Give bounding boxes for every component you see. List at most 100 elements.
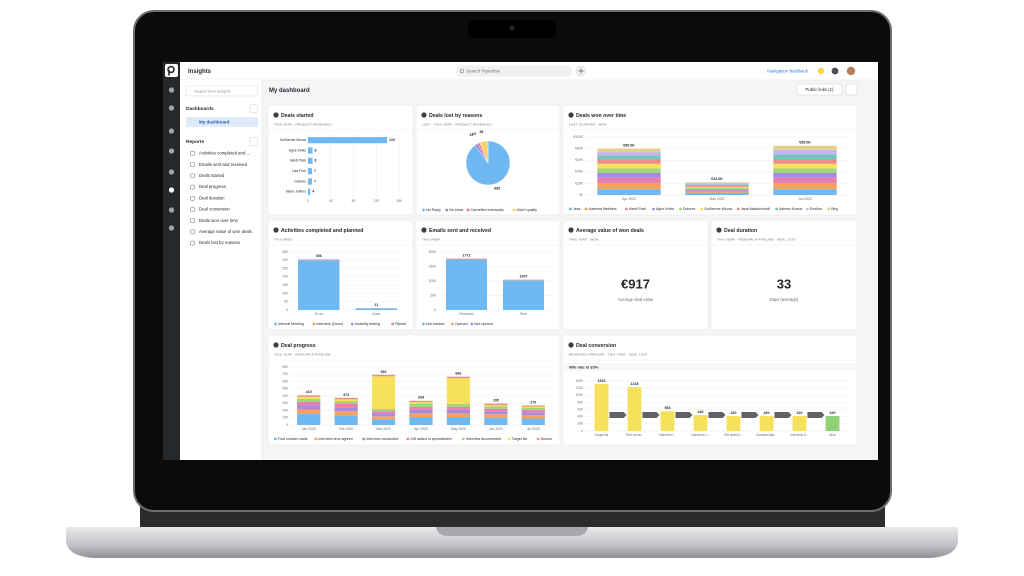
dashboards-heading[interactable]: Dashboards — [186, 106, 214, 112]
total-label: €80.0K — [623, 144, 635, 148]
avatar[interactable] — [846, 66, 856, 76]
bar-segment — [521, 415, 545, 419]
legend-label[interactable]: Evelina — [810, 207, 822, 211]
widget-title[interactable]: Deal duration — [724, 228, 757, 234]
legend-label[interactable]: Agne Kinks — [656, 207, 674, 211]
legend-label[interactable]: No show — [449, 208, 463, 212]
total-label: €22.0K — [711, 177, 723, 181]
kpi-value: 33 — [777, 276, 791, 291]
widget-title[interactable]: Deal conversion — [576, 343, 616, 349]
widget-icon — [568, 342, 574, 348]
more-button[interactable] — [845, 83, 858, 96]
data-label: 13 — [472, 132, 476, 136]
y-tick-label: 400 — [282, 394, 288, 398]
bar-segment — [409, 402, 433, 404]
bar-segment — [484, 414, 508, 418]
y-category-label: Hardi Park — [290, 159, 306, 163]
legend-label[interactable]: Interview documented — [466, 437, 501, 441]
widget-title[interactable]: Deals started — [281, 113, 314, 119]
legend-swatch — [536, 437, 540, 441]
legend-label[interactable]: Dolores — [683, 207, 696, 211]
legend-label[interactable]: Jana Maldschmidt — [741, 207, 770, 211]
widget-title[interactable]: Activities completed and planned — [281, 228, 363, 234]
nav-icon[interactable] — [168, 148, 175, 154]
report-link[interactable]: Activities completed and ... — [199, 151, 250, 156]
nav-icon[interactable] — [168, 87, 175, 93]
legend-label[interactable]: Gift added to spreadsheet — [410, 437, 451, 441]
legend-swatch — [466, 208, 470, 212]
widget-card — [710, 219, 858, 331]
legend-label[interactable]: Interview time agreed — [318, 437, 352, 441]
y-tick-label: 50 — [284, 300, 288, 304]
reports-heading[interactable]: Reports — [186, 139, 204, 145]
report-link[interactable]: Average value of won deals — [199, 229, 252, 234]
nav-icon[interactable] — [168, 105, 175, 111]
widget-filters: THIS WEEK — [422, 237, 442, 241]
navigation-feedback-link[interactable]: Navigation feedback — [767, 69, 809, 74]
x-tick-label: First conta... — [626, 433, 644, 437]
legend-label[interactable]: Usability testing — [355, 322, 380, 326]
nav-icon[interactable] — [168, 187, 175, 193]
legend-label[interactable]: Docum — [541, 437, 552, 441]
global-search[interactable] — [456, 65, 572, 77]
x-tick-label: Received — [459, 312, 473, 316]
report-link[interactable]: Deals started — [199, 173, 225, 178]
y-tick-label: 200 — [282, 408, 288, 412]
y-tick-label: 1500 — [429, 264, 437, 268]
legend-label[interactable]: Interview conducted — [366, 437, 398, 441]
nav-icon[interactable] — [168, 128, 175, 134]
sidebar-search[interactable] — [185, 85, 259, 97]
legend-label[interactable]: Hardi Park — [629, 207, 646, 211]
my-dashboard-link[interactable]: My dashboard — [199, 120, 230, 125]
legend-label[interactable]: Katerina Merikina — [589, 207, 617, 211]
add-dashboard-button[interactable] — [249, 104, 259, 113]
legend-label[interactable]: Target list — [512, 437, 527, 441]
legend-label[interactable]: Birg — [831, 207, 837, 211]
widget-title[interactable]: Deals lost by reasons — [429, 113, 482, 119]
legend-label[interactable]: Cancelled eventually — [471, 208, 504, 212]
report-icon — [190, 240, 195, 246]
legend-label[interactable]: Didn't qualify — [517, 208, 538, 212]
legend-label[interactable]: Interview (Zoom) — [316, 322, 343, 326]
legend-label[interactable]: Guilherme Moura — [704, 207, 732, 211]
y-tick-label: 300 — [282, 258, 288, 262]
selected-dashboard-row[interactable] — [186, 117, 258, 127]
public-links-button[interactable] — [796, 83, 843, 96]
legend-label[interactable]: Jess — [573, 207, 581, 211]
report-link[interactable]: Deal duration — [199, 195, 225, 200]
bar-segment — [446, 403, 471, 407]
legend-label[interactable]: Pipedri — [395, 322, 406, 326]
widget-title[interactable]: Deal progress — [281, 343, 316, 349]
legend-label[interactable]: No Reply — [426, 208, 441, 212]
nav-icon[interactable] — [168, 207, 175, 213]
legend-swatch — [679, 207, 682, 211]
legend-swatch — [422, 208, 425, 212]
widget-title[interactable]: Average value of won deals — [576, 228, 644, 234]
report-link[interactable]: Deal conversion — [199, 207, 230, 212]
widgets: Deals started THIS YEAR · PRODUCT RESEARC… — [267, 104, 858, 446]
legend-label[interactable]: Not tracked — [426, 322, 444, 326]
add-report-button[interactable] — [249, 137, 259, 146]
help-icon[interactable] — [831, 67, 839, 75]
legend-label[interactable]: Internal Meeting — [278, 322, 304, 326]
tips-icon[interactable] — [817, 67, 825, 75]
x-tick-label: To do — [315, 312, 323, 316]
nav-icon[interactable] — [168, 169, 175, 175]
legend-label[interactable]: Ashwin Kumar — [779, 207, 803, 211]
bar-segment — [409, 413, 433, 418]
legend-label[interactable]: Find contact made — [278, 437, 308, 441]
y-category-label: Mario Juliano — [286, 190, 306, 194]
bar-segment — [334, 411, 358, 416]
legend-label[interactable]: Opened — [455, 322, 468, 326]
legend-label[interactable]: Not opened — [474, 322, 493, 326]
report-link[interactable]: Deal progress — [199, 184, 226, 189]
report-link[interactable]: Deals won over time — [199, 218, 239, 223]
widget-title[interactable]: Emails sent and received — [429, 228, 491, 234]
nav-icon[interactable] — [168, 225, 175, 231]
report-link[interactable]: Deals lost by reasons — [199, 240, 240, 245]
report-link[interactable]: Emails sent and received — [199, 162, 248, 167]
report-icon — [190, 207, 195, 212]
widget-title[interactable]: Deals won over time — [576, 113, 626, 119]
bar-segment — [371, 416, 396, 420]
widget-icon — [421, 112, 427, 118]
